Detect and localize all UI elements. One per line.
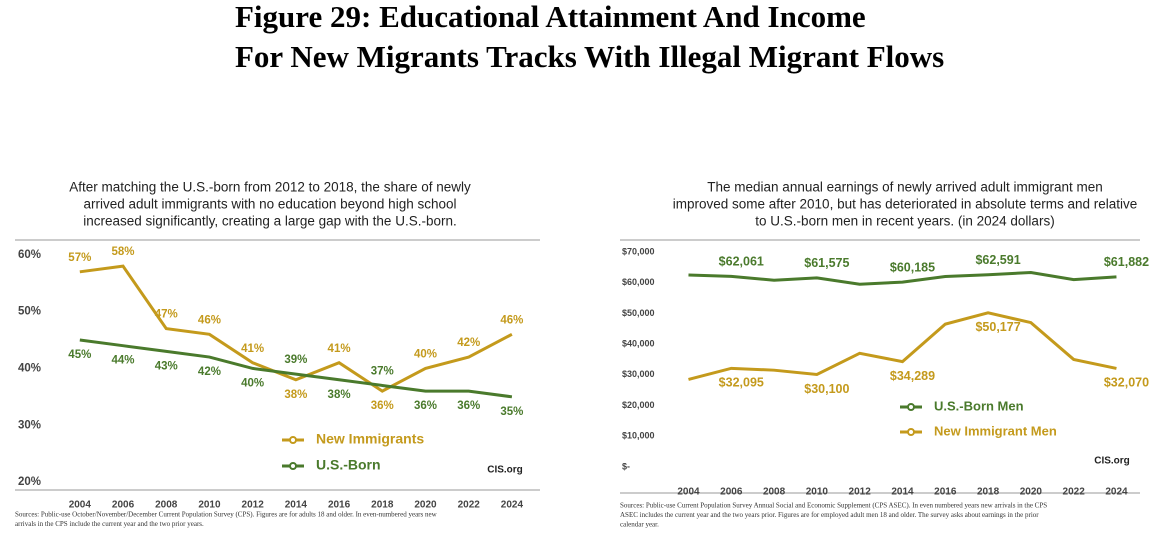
- x-tick-label: 2014: [891, 487, 914, 498]
- series-line: [688, 311, 1117, 381]
- legend-marker: [289, 462, 297, 470]
- x-tick-label: 2022: [458, 500, 481, 511]
- data-label: 39%: [284, 354, 307, 366]
- data-label: 44%: [112, 355, 135, 367]
- legend-label: New Immigrants: [316, 431, 424, 447]
- x-tick-label: 2008: [155, 500, 178, 511]
- series-line: [79, 338, 513, 399]
- x-tick-label: 2006: [720, 487, 743, 498]
- y-tick-label: 60%: [18, 249, 41, 261]
- chart-title: The median annual earnings of newly arri…: [707, 180, 1102, 195]
- data-label: $62,061: [719, 255, 764, 269]
- data-label: 42%: [198, 366, 221, 378]
- y-tick-label: 20%: [18, 476, 41, 488]
- data-label: 41%: [241, 343, 264, 355]
- chart-title: arrived adult immigrants with no educati…: [84, 197, 457, 212]
- x-tick-label: 2014: [285, 500, 308, 511]
- data-label: 57%: [68, 252, 91, 264]
- x-tick-label: 2020: [414, 500, 437, 511]
- y-tick-label: 40%: [18, 362, 41, 374]
- data-label: 46%: [500, 314, 523, 326]
- data-label: $32,070: [1104, 376, 1149, 390]
- data-label: 40%: [241, 377, 264, 389]
- data-label: 37%: [371, 365, 394, 377]
- y-tick-label: $50,000: [622, 308, 655, 318]
- data-label: 35%: [500, 406, 523, 418]
- source-note: ASEC includes the current year and the t…: [620, 511, 1039, 519]
- data-label: 41%: [328, 343, 351, 355]
- data-label: 43%: [155, 360, 178, 372]
- y-tick-label: $40,000: [622, 338, 655, 348]
- x-tick-label: 2018: [977, 487, 1000, 498]
- y-tick-label: $60,000: [622, 277, 655, 287]
- series-line: [688, 271, 1117, 286]
- legend-label: New Immigrant Men: [934, 423, 1057, 438]
- x-tick-label: 2016: [328, 500, 351, 511]
- data-label: 38%: [284, 389, 307, 401]
- source-note: arrivals in the CPS include the current …: [15, 520, 204, 528]
- x-tick-label: 2020: [1020, 487, 1043, 498]
- x-tick-label: 2010: [198, 500, 221, 511]
- data-label: 46%: [198, 314, 221, 326]
- x-tick-label: 2006: [112, 500, 135, 511]
- x-tick-label: 2004: [677, 487, 700, 498]
- data-label: 36%: [457, 400, 480, 412]
- chart-title: increased significantly, creating a larg…: [83, 214, 456, 229]
- data-label: 42%: [457, 337, 480, 349]
- data-label: $30,100: [804, 382, 849, 396]
- legend-marker: [907, 403, 915, 411]
- y-tick-label: 50%: [18, 306, 41, 318]
- data-label: 47%: [155, 309, 178, 321]
- source-note: calendar year.: [620, 521, 659, 529]
- data-label: 36%: [414, 400, 437, 412]
- y-tick-label: $-: [622, 461, 630, 471]
- chart-title: to U.S.-born men in recent years. (in 20…: [755, 214, 1054, 229]
- chart-title: After matching the U.S.-born from 2012 t…: [69, 180, 471, 195]
- x-tick-label: 2016: [934, 487, 957, 498]
- legend-label: U.S.-Born Men: [934, 398, 1024, 413]
- x-tick-label: 2012: [242, 500, 265, 511]
- data-label: $60,185: [890, 260, 935, 274]
- y-tick-label: $10,000: [622, 431, 655, 441]
- data-label: $34,289: [890, 369, 935, 383]
- data-label: $50,177: [975, 320, 1020, 334]
- figure-title: Figure 29: Educational Attainment And In…: [235, 0, 866, 34]
- y-tick-label: $20,000: [622, 400, 655, 410]
- data-label: $62,591: [975, 253, 1020, 267]
- x-tick-label: 2018: [371, 500, 394, 511]
- source-note: Sources: Public-use October/November/Dec…: [15, 511, 438, 519]
- watermark: CIS.org: [1094, 456, 1130, 467]
- y-tick-label: $30,000: [622, 369, 655, 379]
- source-note: Sources: Public-use Current Population S…: [620, 502, 1047, 510]
- data-label: $61,575: [804, 256, 849, 270]
- data-label: 36%: [371, 400, 394, 412]
- x-tick-label: 2024: [501, 500, 524, 511]
- x-tick-label: 2022: [1063, 487, 1086, 498]
- legend-marker: [907, 428, 915, 436]
- x-tick-label: 2012: [849, 487, 872, 498]
- x-tick-label: 2024: [1105, 487, 1128, 498]
- watermark: CIS.org: [487, 465, 523, 476]
- y-tick-label: $70,000: [622, 246, 655, 256]
- x-tick-label: 2010: [806, 487, 829, 498]
- chart-title: improved some after 2010, but has deteri…: [673, 197, 1138, 212]
- data-label: 45%: [68, 349, 91, 361]
- legend-label: U.S.-Born: [316, 457, 381, 473]
- x-tick-label: 2008: [763, 487, 786, 498]
- data-label: $61,882: [1104, 255, 1149, 269]
- x-tick-label: 2004: [69, 500, 92, 511]
- series-line: [79, 264, 513, 393]
- legend-marker: [289, 436, 297, 444]
- data-label: $32,095: [719, 376, 764, 390]
- data-label: 38%: [328, 389, 351, 401]
- data-label: 40%: [414, 348, 437, 360]
- y-tick-label: 30%: [18, 419, 41, 431]
- figure-title: For New Migrants Tracks With Illegal Mig…: [235, 39, 944, 74]
- data-label: 58%: [112, 246, 135, 258]
